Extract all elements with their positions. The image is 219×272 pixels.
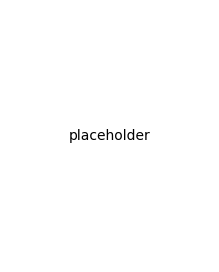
Text: placeholder: placeholder [69, 129, 150, 143]
